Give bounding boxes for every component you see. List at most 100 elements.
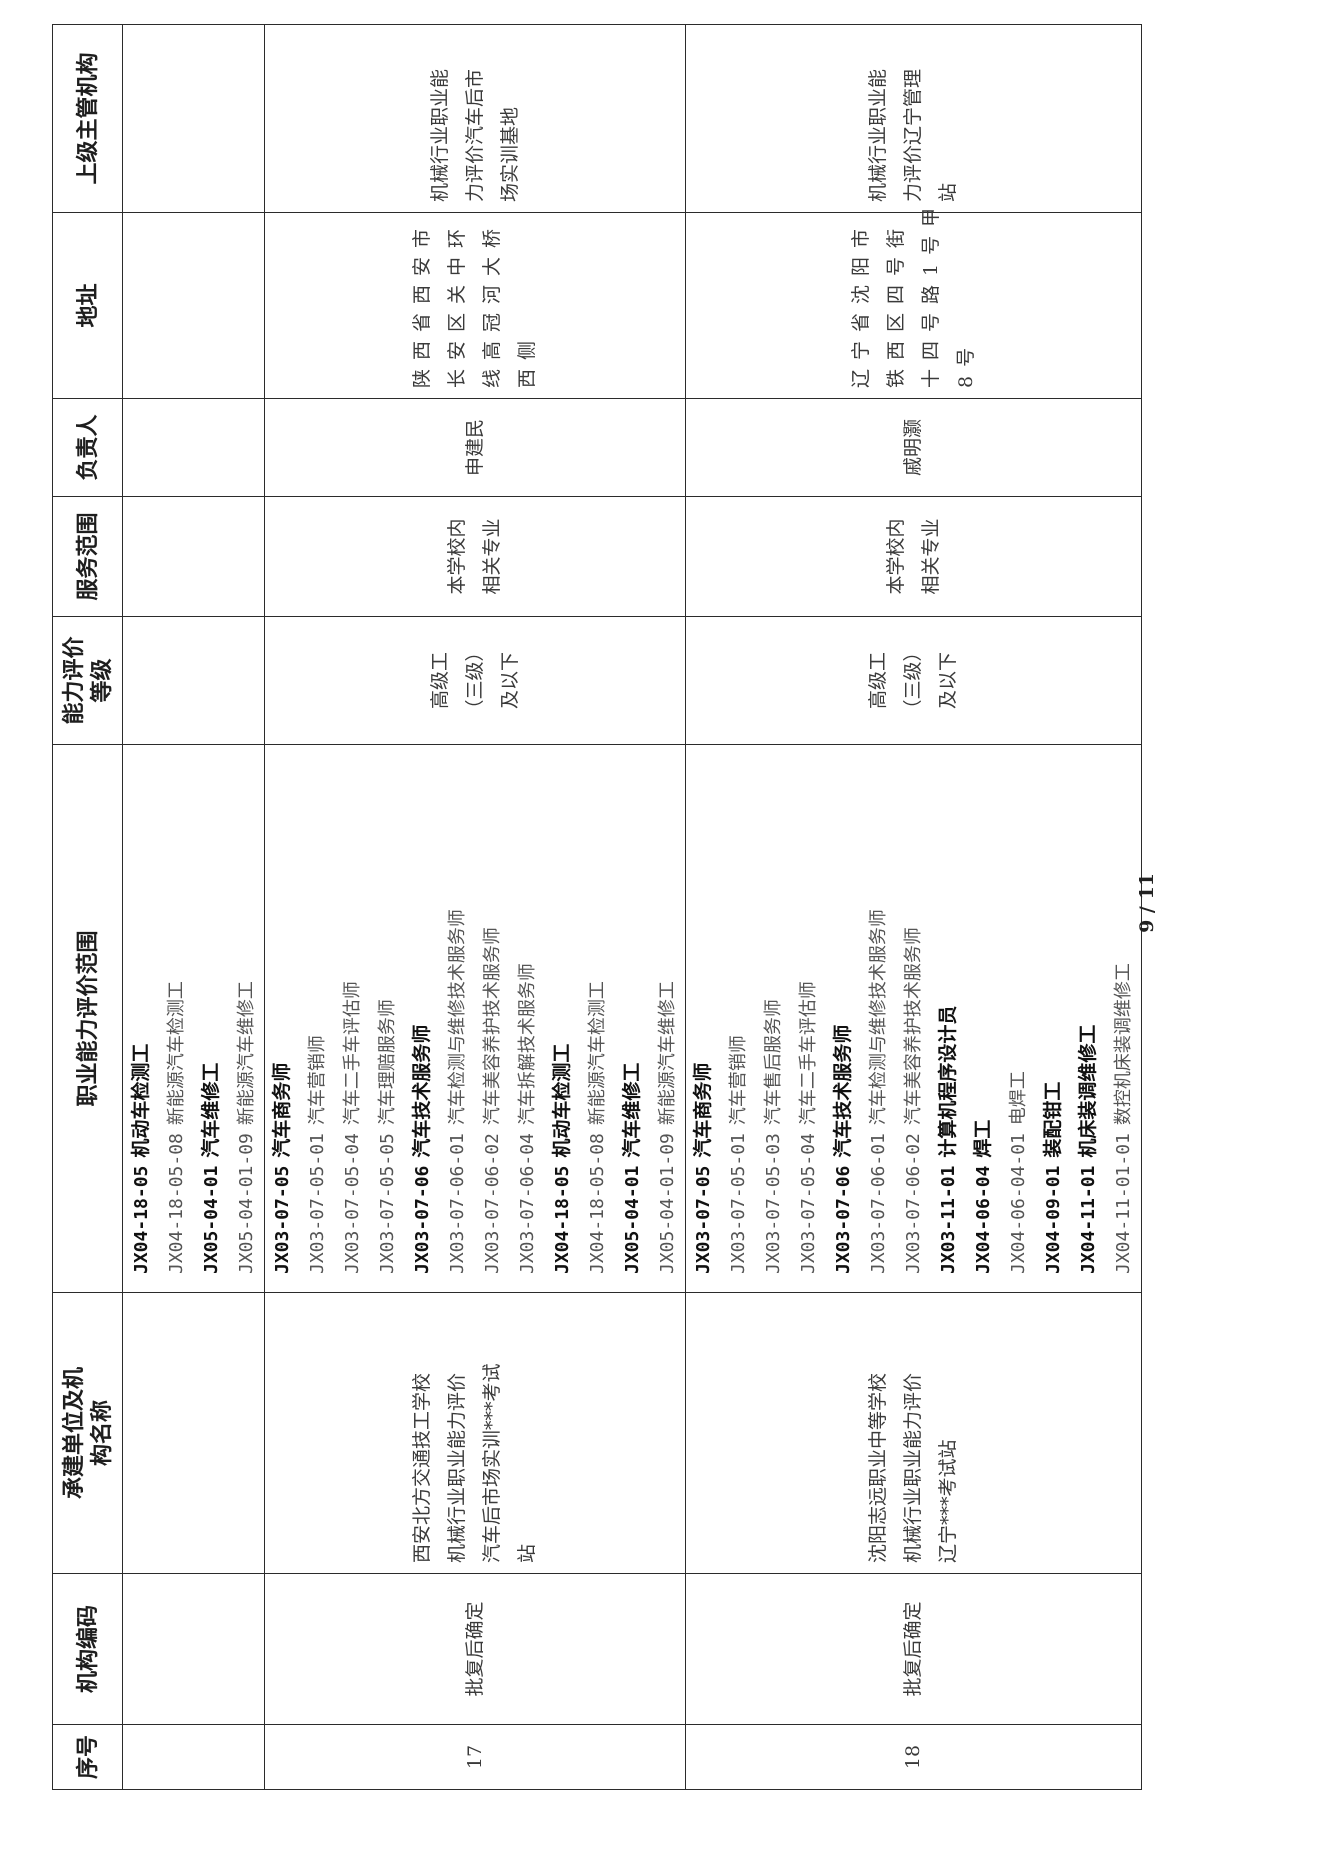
- scope-item: JX03-07-06-02 汽车美容养护技术服务师: [896, 755, 931, 1274]
- scope-name: 汽车二手车评估师: [342, 981, 363, 1126]
- level-line: （三级）: [902, 642, 924, 719]
- scope-code: JX03-07-05-01: [307, 1133, 328, 1274]
- service-line: 相关专业: [481, 518, 503, 595]
- table-row: JX04-18-05机动车检测工 JX04-18-05-08 新能源汽车检测工 JX0…: [122, 24, 265, 1790]
- scope-item: JX03-07-05-04 汽车二手车评估师: [791, 755, 826, 1274]
- scope-code: JX04-18-05-08: [165, 1133, 187, 1274]
- scope-name: 装配钳工: [1042, 1081, 1064, 1158]
- level-line: 高级工: [867, 652, 889, 710]
- address-line: 西侧: [516, 331, 538, 388]
- scope-item: JX05-04-01-09 新能源汽车维修工: [229, 755, 264, 1274]
- scope-name: 数控机床装调维修工: [1113, 963, 1134, 1126]
- scope-code: JX03-07-06-02: [482, 1133, 503, 1274]
- scope-item: JX04-18-05-08 新能源汽车检测工: [580, 755, 615, 1274]
- org-line: 机械行业职业能力评价: [446, 1372, 468, 1563]
- supervisor-line: 机械行业职业能: [428, 68, 451, 202]
- scope-name: 汽车拆解技术服务师: [517, 963, 538, 1126]
- service-line: 本学校内: [884, 518, 907, 595]
- scope-code: JX03-07-05-03: [763, 1133, 784, 1274]
- header-person: 负责人: [52, 398, 123, 497]
- scope-name: 新能源汽车检测工: [587, 981, 608, 1126]
- cell-supervisor: [122, 24, 265, 213]
- supervisor-line: 站: [937, 182, 959, 202]
- scope-code: JX03-07-05-01: [728, 1133, 749, 1274]
- scope-name: 汽车技术服务师: [411, 1024, 433, 1158]
- cell-scope: JX03-07-05汽车商务师 JX03-07-05-01汽车营销师 JX03-07…: [685, 744, 1142, 1293]
- scope-code: JX04-06-04-01: [1008, 1133, 1029, 1274]
- cell-scope: JX03-07-05汽车商务师 JX03-07-05-01汽车营销师 JX03-07…: [264, 744, 686, 1293]
- table-body: JX04-18-05机动车检测工 JX04-18-05-08新能源汽车检测工 JX0…: [122, 24, 1142, 1790]
- org-line: 沈阳志远职业中等学校: [867, 1372, 889, 1563]
- header-seq: 序号: [52, 1724, 123, 1790]
- header-supervisor: 上级主管机构: [52, 24, 123, 213]
- scope-name: 汽车售后服务师: [763, 999, 784, 1126]
- scope-name: 新能源汽车检测工: [165, 981, 187, 1126]
- cell-address: 陕西省西安市 长安区关中环 线高冠河大桥 西侧: [264, 212, 686, 399]
- scope-name: 计算机程序设计员: [937, 1005, 959, 1158]
- scope-code: JX05-04-01: [200, 1165, 222, 1274]
- scope-code: JX04-06-04: [973, 1165, 994, 1274]
- cell-level: 高级工 （三级） 及以下: [264, 616, 686, 745]
- scope-item: JX05-04-01 汽车维修工: [194, 755, 229, 1274]
- table-row: 18 批复后确定 沈阳志远职业中等学校 机械行业职业能力评价 辽宁***考试站 JX03-…: [685, 24, 1142, 1790]
- scope-name: 汽车维修工: [621, 1062, 643, 1158]
- scope-item: JX04-18-05 机动车检测工: [124, 755, 159, 1274]
- scope-code: JX03-07-05-04: [798, 1133, 819, 1274]
- header-org-text: 承建单位及机构名称: [60, 1367, 115, 1500]
- scope-code: JX04-18-05-08: [587, 1133, 608, 1274]
- scope-code: JX03-07-06-01: [868, 1133, 889, 1274]
- supervisor-line: 机械行业职业能: [867, 68, 889, 202]
- scope-item: JX04-11-01-01 数控机床装调维修工: [1106, 755, 1141, 1274]
- scope-name: 汽车理赔服务师: [377, 999, 398, 1126]
- scope-name: 汽车二手车评估师: [798, 981, 819, 1126]
- cell-person: [122, 398, 265, 497]
- address-line: 十四号路1号甲: [919, 198, 942, 388]
- scope-code: JX04-18-05: [130, 1165, 152, 1274]
- level-line: 及以下: [498, 652, 521, 710]
- scope-code: JX05-04-01-09: [235, 1133, 257, 1274]
- scope-item: JX05-04-01-09 新能源汽车维修工: [650, 755, 685, 1274]
- cell-supervisor: 机械行业职业能 力评价辽宁管理站: [685, 24, 1142, 213]
- scope-code: JX03-07-05-04: [342, 1133, 363, 1274]
- scope-code: JX03-11-01: [938, 1165, 959, 1274]
- scope-item: JX03-07-05-05 汽车理赔服务师: [370, 755, 405, 1274]
- scope-name: 汽车检测与维修技术服务师: [868, 909, 889, 1126]
- scope-item: JX04-11-01 机床装调维修工: [1071, 755, 1106, 1274]
- level-line: （三级）: [463, 642, 486, 719]
- cell-seq: 17: [264, 1724, 686, 1790]
- cell-scope: JX04-18-05机动车检测工 JX04-18-05-08 新能源汽车检测工 JX0…: [122, 744, 265, 1293]
- scope-name: 汽车技术服务师: [832, 1024, 854, 1158]
- scope-item: JX05-04-01 汽车维修工: [615, 755, 650, 1274]
- supervisor-line: 场实训基地: [498, 106, 521, 202]
- cell-org: 西安北方交通技工学校 机械行业职业能力评价 汽车后市场实训***考试站: [264, 1292, 686, 1574]
- cell-person: 申建民: [264, 398, 686, 497]
- level-line: 高级工: [428, 652, 451, 710]
- address-line: 陕西省西安市: [411, 219, 433, 388]
- cell-service: [122, 496, 265, 617]
- cell-code: [122, 1573, 265, 1725]
- header-code: 机构编码: [52, 1573, 123, 1725]
- org-line: 机械行业职业能力评价: [902, 1372, 924, 1563]
- org-line: 站: [516, 1543, 538, 1563]
- scope-item: JX04-06-04-01 电焊工: [1001, 755, 1036, 1274]
- scope-name: 新能源汽车维修工: [657, 981, 678, 1126]
- supervisor-line: 力评价辽宁管理: [902, 68, 924, 202]
- scope-item: JX03-07-05 汽车商务师: [686, 755, 721, 1274]
- scope-item: JX03-07-06-02 汽车美容养护技术服务师: [475, 755, 510, 1274]
- cell-service: 本学校内 相关专业: [264, 496, 686, 617]
- scope-name: 电焊工: [1008, 1071, 1029, 1126]
- scope-item: JX03-07-05-03 汽车售后服务师: [756, 755, 791, 1274]
- scope-code: JX05-04-01-09: [657, 1133, 678, 1274]
- header-service: 服务范围: [52, 496, 123, 617]
- scope-item: JX03-07-06-04 汽车拆解技术服务师: [510, 755, 545, 1274]
- cell-code: 批复后确定: [264, 1573, 686, 1725]
- cell-supervisor: 机械行业职业能 力评价汽车后市 场实训基地: [264, 24, 686, 213]
- cell-code: 批复后确定: [685, 1573, 1142, 1725]
- cell-person: 戚明灏: [685, 398, 1142, 497]
- scope-item: JX03-07-05-01 汽车营销师: [300, 755, 335, 1274]
- scope-item: JX03-07-06-01 汽车检测与维修技术服务师: [440, 755, 475, 1274]
- page-number: 9 / 11: [1136, 873, 1158, 933]
- service-line: 本学校内: [446, 518, 468, 595]
- cell-org: 沈阳志远职业中等学校 机械行业职业能力评价 辽宁***考试站: [685, 1292, 1142, 1574]
- scope-name: 汽车美容养护技术服务师: [903, 927, 924, 1126]
